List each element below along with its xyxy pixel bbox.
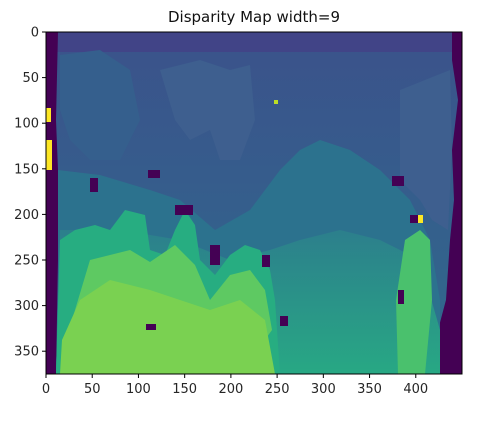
chart-title: Disparity Map width=9 (168, 8, 340, 26)
x-tick-label: 300 (311, 382, 336, 397)
y-tick-label: 0 (31, 26, 39, 41)
x-tick-label: 150 (172, 382, 197, 397)
region-right-dark-band (438, 32, 462, 374)
artifact-spot (392, 176, 404, 186)
artifact-spot (146, 324, 156, 330)
artifact-spot (210, 245, 220, 265)
highlight-yellow (418, 215, 423, 223)
x-tick-label: 100 (126, 382, 151, 397)
artifact-spot (398, 290, 404, 304)
region-right-green-column (396, 230, 432, 374)
artifact-spot (280, 316, 288, 326)
highlight-yellow (46, 140, 52, 170)
y-tick-label: 100 (14, 117, 39, 132)
artifact-spot (148, 170, 160, 178)
x-tick-label: 350 (357, 382, 382, 397)
region-left-block (60, 50, 140, 160)
y-tick-label: 150 (14, 162, 39, 177)
x-axis: 0 50 100 150 200 250 300 350 400 (42, 374, 428, 397)
plot-frame (45, 31, 463, 375)
region-right-indigo (400, 70, 452, 230)
artifact-spot (90, 178, 98, 192)
y-tick-label: 350 (14, 345, 39, 360)
highlight-yellow (274, 100, 278, 104)
region-lime-front (60, 280, 275, 374)
artifact-spot (410, 215, 420, 223)
x-tick-label: 50 (84, 382, 101, 397)
region-top-band (46, 32, 462, 52)
artifact-spot (262, 255, 270, 267)
disparity-image (46, 32, 462, 374)
y-tick-label: 200 (14, 208, 39, 223)
y-axis: 0 50 100 150 200 250 300 350 (14, 26, 46, 360)
region-upper-structure (160, 60, 255, 160)
x-tick-label: 0 (42, 382, 50, 397)
x-tick-label: 400 (403, 382, 428, 397)
y-tick-label: 50 (22, 71, 39, 86)
x-tick-label: 200 (218, 382, 243, 397)
artifact-spot (175, 205, 193, 215)
y-tick-label: 300 (14, 299, 39, 314)
x-tick-label: 250 (265, 382, 290, 397)
highlight-yellow (46, 108, 51, 122)
y-tick-label: 250 (14, 254, 39, 269)
